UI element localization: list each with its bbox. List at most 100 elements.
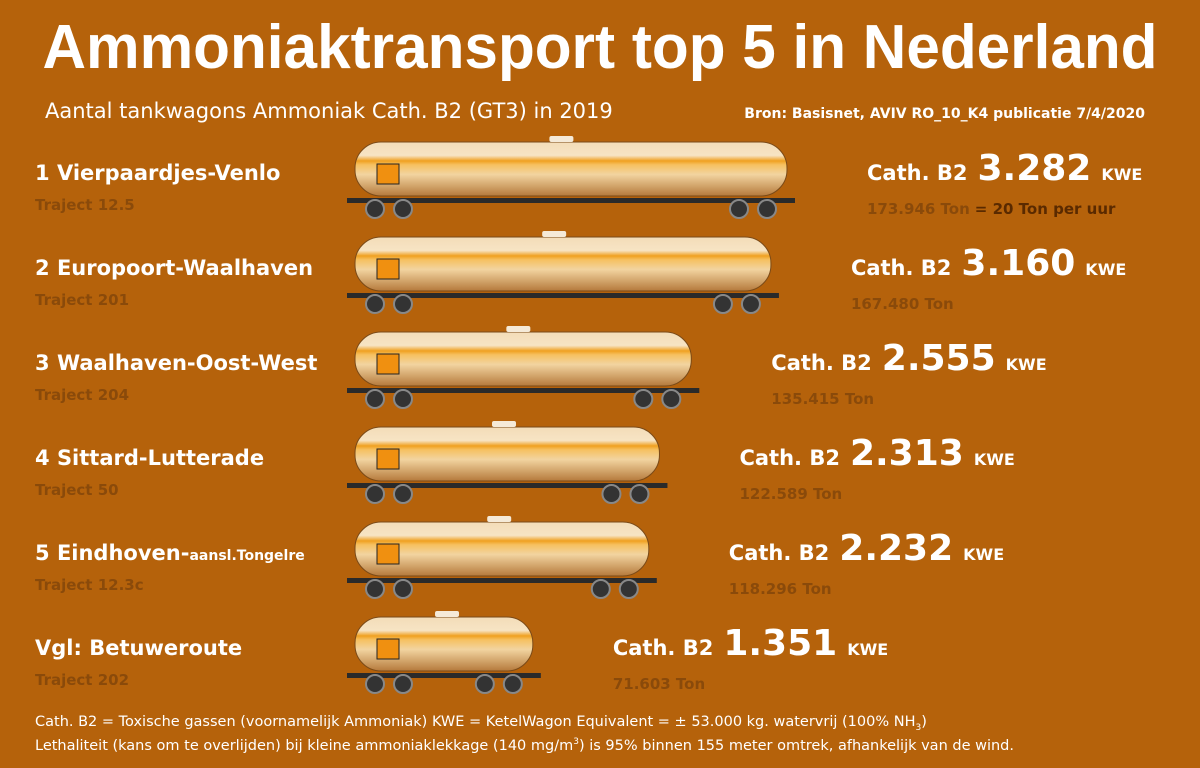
route-name: Waalhaven-Oost-West [57,351,317,375]
value-label: 2.313 [850,433,964,474]
frame [347,388,700,393]
tons-line: 118.296 Ton [729,580,832,598]
value-label: 3.282 [977,148,1091,189]
value-line: Cath. B2 2.232 KWE [729,528,1004,569]
tons: 118.296 Ton [729,580,832,598]
frame [347,578,657,583]
footnote-part: 3 [573,737,579,747]
title: Ammoniaktransport top 5 in Nederland [43,13,1158,82]
tons-line: 122.589 Ton [739,485,842,503]
class-label: Cath. B2 [739,446,839,470]
route-rank: 2 [35,256,50,280]
wheel [365,484,385,504]
route-name: Sittard-Lutterade [57,446,264,470]
value-label: 1.351 [723,623,837,664]
unit: KWE [847,640,888,659]
wheel [393,389,413,409]
footnote-part: Lethaliteit (kans om te overlijden) bij … [35,738,573,754]
frame [347,483,668,488]
wheel [393,579,413,599]
route-rank: 1 [35,161,50,185]
value-line: Cath. B2 2.313 KWE [739,433,1014,474]
traject: Traject 201 [35,291,129,309]
unit: KWE [1101,165,1142,184]
tank-wagon [354,331,692,387]
wheel [590,579,611,599]
dome [492,421,517,427]
traject: Traject 50 [35,481,119,499]
value-line: Cath. B2 1.351 KWE [613,623,888,664]
route-name: Eindhoven- [57,541,190,565]
hazard-plate [376,353,400,375]
footnote: Lethaliteit (kans om te overlijden) bij … [35,737,1014,754]
route-name: Betuweroute [89,636,242,660]
hazard-plate [376,163,400,185]
wheel [601,484,622,504]
wheel [365,199,385,219]
tons: 135.415 Ton [771,390,874,408]
unit: KWE [963,545,1004,564]
value-line: Cath. B2 3.160 KWE [851,243,1126,284]
route-label: 4 Sittard-Lutterade [35,446,264,470]
tons-line: 71.603 Ton [613,675,705,693]
wheel [502,674,523,694]
dome [487,516,512,522]
footnote-part: ) is 95% binnen 155 meter omtrek, afhank… [579,738,1014,754]
tons: 71.603 Ton [613,675,705,693]
unit: KWE [1085,260,1126,279]
dome [435,611,460,617]
route-rank: 5 [35,541,50,565]
route-label: 1 Vierpaardjes-Venlo [35,161,280,185]
tank-wagon [354,141,788,197]
unit: KWE [1006,355,1047,374]
value-label: 2.555 [882,338,996,379]
route-label: 3 Waalhaven-Oost-West [35,351,317,375]
tons: 173.946 Ton [867,200,970,218]
tons: 122.589 Ton [739,485,842,503]
frame [347,198,795,203]
tank-wagon [354,426,660,482]
wheel [365,294,385,314]
wheel [712,294,733,314]
footnote-part: ) [921,714,927,730]
class-label: Cath. B2 [613,636,713,660]
route-note: aansl.Tongelre [189,548,304,564]
traject: Traject 202 [35,671,129,689]
value-line: Cath. B2 3.282 KWE [867,148,1142,189]
dome [506,326,531,332]
frame [347,673,541,678]
wheel [474,674,495,694]
value-label: 3.160 [961,243,1075,284]
hazard-plate [376,448,400,470]
route-name: Vierpaardjes-Venlo [57,161,281,185]
class-label: Cath. B2 [851,256,951,280]
traject: Traject 12.3c [35,576,144,594]
tank-wagon [354,236,772,292]
wheel [740,294,761,314]
hazard-plate [376,543,400,565]
wheel [661,389,682,409]
class-label: Cath. B2 [867,161,967,185]
route-name: Europoort-Waalhaven [57,256,313,280]
wheel [365,389,385,409]
route-label: Vgl: Betuweroute [35,636,242,660]
footnote: Cath. B2 = Toxische gassen (voornamelijk… [35,714,927,733]
route-label: 5 Eindhoven-aansl.Tongelre [35,541,305,565]
class-label: Cath. B2 [729,541,829,565]
unit: KWE [974,450,1015,469]
class-label: Cath. B2 [771,351,871,375]
wheel [365,674,385,694]
route-rank: Vgl: [35,636,82,660]
hazard-plate [376,258,400,280]
tons-line: 135.415 Ton [771,390,874,408]
tons-note: = 20 Ton per uur [975,200,1116,218]
frame [347,293,779,298]
wheel [365,579,385,599]
tons-line: 173.946 Ton = 20 Ton per uur [867,200,1116,218]
wheel [757,199,777,219]
wheel [629,484,650,504]
dome [542,231,567,237]
traject: Traject 204 [35,386,129,404]
wheel [393,484,413,504]
